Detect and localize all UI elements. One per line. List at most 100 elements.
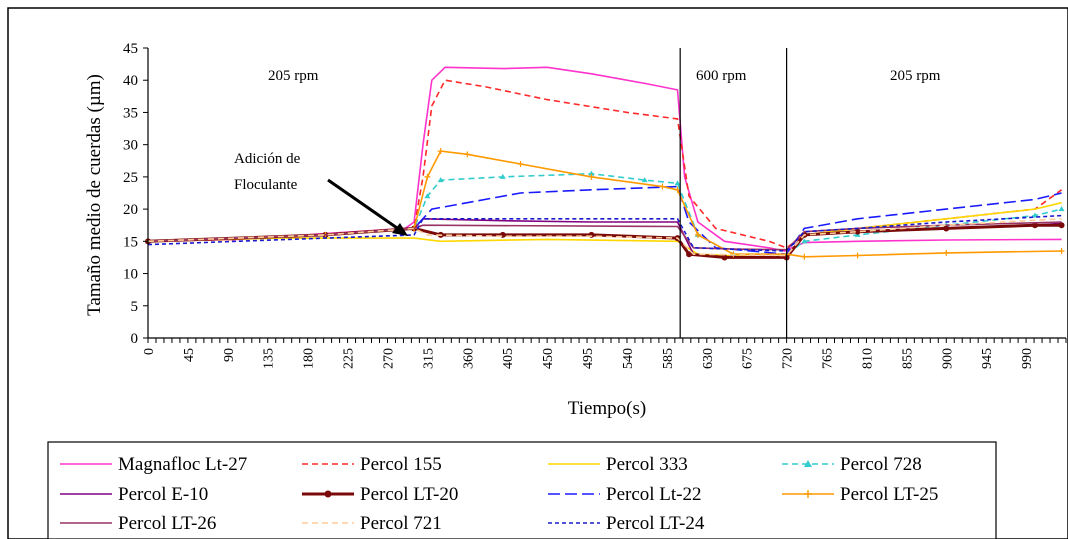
zone-dividers — [679, 48, 788, 338]
series-marker — [801, 253, 808, 260]
legend-label: Percol 333 — [606, 454, 688, 475]
series-marker — [943, 225, 950, 232]
y-tick-label: 30 — [123, 138, 138, 154]
series-marker — [588, 170, 595, 176]
series-marker — [1031, 222, 1038, 229]
series-marker — [424, 173, 431, 180]
x-tick-label: 990 — [1020, 348, 1035, 369]
x-tick-label: 450 — [541, 348, 556, 369]
series-marker — [694, 231, 701, 238]
legend-item: Magnafloc Lt-27 — [60, 454, 247, 475]
legend-item: Percol LT-24 — [548, 513, 705, 534]
series-marker — [674, 186, 681, 193]
legend-label: Percol 728 — [840, 454, 922, 475]
series-marker — [1058, 206, 1065, 212]
plot-background — [148, 48, 1066, 338]
series-marker — [1058, 222, 1065, 229]
legend-label: Percol LT-20 — [360, 484, 458, 505]
y-tick-label: 0 — [131, 331, 139, 347]
legend-item: Percol Lt-22 — [548, 484, 702, 505]
legend-marker — [804, 490, 812, 498]
x-tick-label: 585 — [661, 348, 676, 369]
series-percol-721 — [147, 218, 1062, 257]
plot-area: 0 5 10 15 20 25 30 35 40 45 0 45 90 135 180 225 270 315 3… — [123, 41, 1067, 369]
annotation-floculante: Floculante — [234, 177, 298, 193]
series-marker — [1058, 248, 1065, 254]
legend-marker — [804, 460, 812, 467]
legend-label: Magnafloc Lt-27 — [118, 454, 247, 475]
x-tick-label: 270 — [381, 348, 396, 369]
legend-label: Percol Lt-22 — [606, 484, 702, 505]
y-tick-label: 25 — [123, 170, 138, 186]
series-marker — [641, 177, 648, 183]
y-tick-label: 45 — [123, 41, 138, 57]
series-marker — [854, 228, 861, 235]
series-line — [147, 218, 1062, 257]
series-marker — [588, 173, 595, 180]
x-tick-label: 90 — [222, 348, 237, 362]
series-line — [147, 214, 1062, 252]
legend-item: Percol 728 — [782, 454, 922, 475]
legend-item: Percol 333 — [548, 454, 688, 475]
legend-item: Percol LT-26 — [60, 513, 216, 534]
x-tick-label: 45 — [182, 348, 197, 362]
legend-item: Percol LT-25 — [782, 484, 938, 505]
y-tick-label: 40 — [123, 73, 138, 89]
series-line — [147, 185, 1062, 256]
legend-item: Percol LT-20 — [302, 484, 458, 505]
x-tick-label: 225 — [342, 348, 357, 369]
legend-label: Percol E-10 — [118, 484, 208, 505]
annotation-adicion: Adición de — [234, 151, 301, 167]
series-percol-lt-22 — [147, 185, 1062, 256]
series-marker — [686, 251, 693, 258]
y-tick-label: 15 — [123, 234, 138, 250]
zone-label-600: 600 rpm — [696, 68, 747, 84]
legend-item: Percol E-10 — [60, 484, 208, 505]
legend-marker — [324, 490, 332, 498]
x-tick-label: 315 — [421, 348, 436, 369]
x-tick-label: 180 — [302, 348, 317, 369]
x-tick-label: 0 — [142, 348, 157, 355]
series-marker — [437, 148, 444, 155]
x-tick-label: 810 — [860, 348, 875, 369]
x-tick-label: 360 — [461, 348, 476, 369]
series-marker — [499, 231, 506, 238]
series-marker — [499, 173, 506, 179]
x-axis-title: Tiempo(s) — [568, 398, 646, 419]
series-marker — [854, 252, 861, 259]
series-marker — [437, 177, 444, 183]
series-marker — [659, 183, 666, 190]
x-tick-label: 720 — [781, 348, 796, 369]
series-marker — [517, 161, 524, 167]
x-tick-label: 495 — [581, 348, 596, 369]
legend-label: Percol LT-25 — [840, 484, 938, 505]
x-tick-label: 945 — [980, 348, 995, 369]
x-tick-label: 855 — [900, 348, 915, 369]
legend-label: Percol 155 — [360, 454, 442, 475]
legend-item: Percol 155 — [302, 454, 442, 475]
x-tick-label: 675 — [741, 348, 756, 369]
series-percol-lt-24 — [147, 214, 1062, 252]
series-marker — [424, 193, 431, 199]
legend-label: Percol 721 — [360, 513, 442, 534]
annotation-arrow — [327, 178, 408, 236]
zone-label-205-right: 205 rpm — [890, 68, 941, 84]
y-tick-labels: 0 5 10 15 20 25 30 35 40 45 — [123, 41, 148, 347]
legend-label: Percol LT-24 — [606, 513, 705, 534]
series-marker — [943, 249, 950, 256]
y-axis-title: Tamaño medio de cuerdas (µm) — [84, 74, 105, 316]
axes — [147, 48, 1067, 343]
x-tick-label: 630 — [701, 348, 716, 369]
series-marker — [674, 180, 681, 186]
legend-item: Percol 721 — [302, 513, 442, 534]
zone-label-205-left: 205 rpm — [268, 68, 319, 84]
legend-label: Percol LT-26 — [118, 513, 216, 534]
y-tick-label: 5 — [131, 299, 139, 315]
legend-box — [47, 441, 997, 539]
series-percol-lt-20 — [145, 222, 1065, 261]
series-marker — [464, 151, 471, 158]
x-tick-label: 765 — [821, 348, 836, 369]
y-tick-label: 10 — [123, 267, 138, 283]
series-marker — [721, 254, 728, 261]
